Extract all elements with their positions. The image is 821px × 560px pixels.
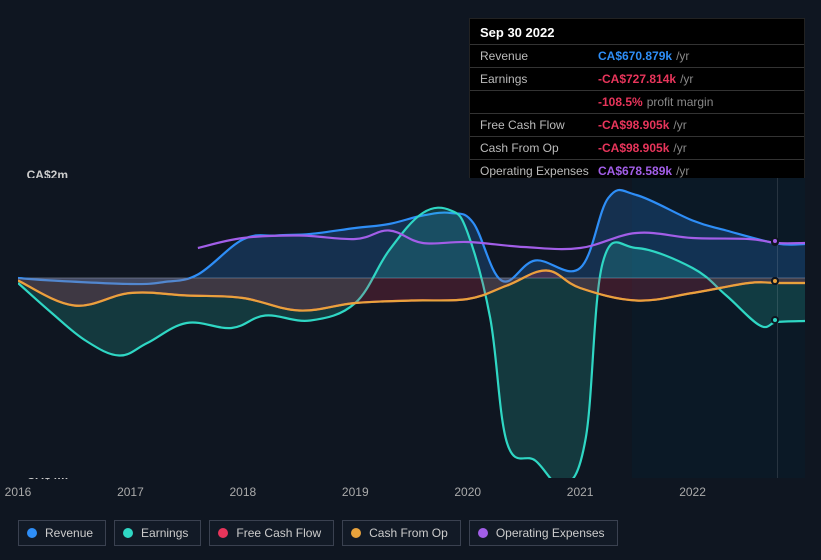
tooltip-row-label: Cash From Op bbox=[480, 141, 598, 155]
tooltip-date: Sep 30 2022 bbox=[470, 19, 804, 44]
legend-swatch bbox=[351, 528, 361, 538]
tooltip-row-unit: /yr bbox=[673, 141, 686, 155]
legend-label: Operating Expenses bbox=[496, 526, 605, 540]
x-axis-tick: 2016 bbox=[5, 485, 32, 499]
legend-item[interactable]: Cash From Op bbox=[342, 520, 461, 546]
hover-tooltip: Sep 30 2022 RevenueCA$670.879k/yrEarning… bbox=[469, 18, 805, 183]
x-axis-tick: 2018 bbox=[229, 485, 256, 499]
tooltip-row-unit: profit margin bbox=[647, 95, 714, 109]
tooltip-row-label: Revenue bbox=[480, 49, 598, 63]
tooltip-row: RevenueCA$670.879k/yr bbox=[470, 44, 804, 67]
legend-item[interactable]: Earnings bbox=[114, 520, 201, 546]
legend-item[interactable]: Operating Expenses bbox=[469, 520, 618, 546]
tooltip-row-label: Free Cash Flow bbox=[480, 118, 598, 132]
legend-item[interactable]: Revenue bbox=[18, 520, 106, 546]
x-axis-tick: 2021 bbox=[567, 485, 594, 499]
legend-label: Free Cash Flow bbox=[236, 526, 321, 540]
legend-swatch bbox=[218, 528, 228, 538]
tooltip-row-value: -CA$727.814k bbox=[598, 72, 676, 86]
tooltip-row-unit: /yr bbox=[680, 72, 693, 86]
hover-line bbox=[777, 178, 778, 478]
tooltip-row-value: -CA$98.905k bbox=[598, 118, 669, 132]
hover-marker bbox=[771, 277, 779, 285]
legend-swatch bbox=[27, 528, 37, 538]
tooltip-row-value: -108.5% bbox=[598, 95, 643, 109]
plot-svg bbox=[18, 178, 805, 478]
hover-marker bbox=[771, 237, 779, 245]
x-axis-tick: 2020 bbox=[454, 485, 481, 499]
chart-area[interactable]: CA$2mCA$0-CA$4m bbox=[18, 160, 805, 480]
tooltip-row-value: CA$670.879k bbox=[598, 49, 672, 63]
hover-marker bbox=[771, 316, 779, 324]
legend-label: Cash From Op bbox=[369, 526, 448, 540]
legend-item[interactable]: Free Cash Flow bbox=[209, 520, 334, 546]
legend-label: Revenue bbox=[45, 526, 93, 540]
tooltip-row: Free Cash Flow-CA$98.905k/yr bbox=[470, 113, 804, 136]
tooltip-row: Earnings-CA$727.814k/yr bbox=[470, 67, 804, 90]
legend-swatch bbox=[478, 528, 488, 538]
legend-swatch bbox=[123, 528, 133, 538]
tooltip-row-unit: /yr bbox=[676, 49, 689, 63]
legend: Revenue Earnings Free Cash Flow Cash From O… bbox=[18, 520, 618, 546]
tooltip-row: Cash From Op-CA$98.905k/yr bbox=[470, 136, 804, 159]
legend-label: Earnings bbox=[141, 526, 188, 540]
tooltip-row-unit: /yr bbox=[673, 118, 686, 132]
tooltip-row-label: Earnings bbox=[480, 72, 598, 86]
chart-root: Sep 30 2022 RevenueCA$670.879k/yrEarning… bbox=[0, 0, 821, 560]
x-axis-tick: 2019 bbox=[342, 485, 369, 499]
tooltip-row-value: -CA$98.905k bbox=[598, 141, 669, 155]
tooltip-row: -108.5% profit margin bbox=[470, 90, 804, 113]
x-axis-tick: 2017 bbox=[117, 485, 144, 499]
plot-surface[interactable] bbox=[18, 178, 805, 478]
x-axis-tick: 2022 bbox=[679, 485, 706, 499]
